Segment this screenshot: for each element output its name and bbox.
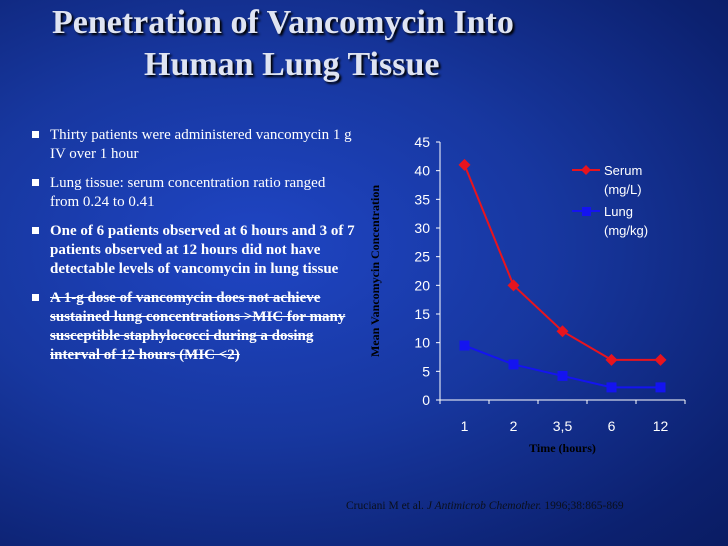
title-line-1: Penetration of Vancomycin Into xyxy=(52,4,514,41)
citation-details: 1996;38:865-869 xyxy=(544,500,624,512)
slide-title: Penetration of Vancomycin Into Human Lun… xyxy=(40,2,640,86)
y-tick-label: 25 xyxy=(414,249,430,265)
legend-square-marker xyxy=(582,207,591,216)
x-tick-label: 1 xyxy=(461,418,469,434)
data-point-lung xyxy=(655,382,666,393)
data-point-serum xyxy=(654,353,667,366)
citation: Cruciani M et al. J Antimicrob Chemother… xyxy=(346,500,716,512)
bullet-square-icon xyxy=(32,131,39,138)
x-tick-label: 2 xyxy=(510,418,518,434)
bullet-square-icon xyxy=(32,179,39,186)
bullet-item-1: Thirty patients were administered vancom… xyxy=(30,126,355,164)
data-point-lung xyxy=(557,370,568,381)
y-tick-label: 5 xyxy=(422,363,430,379)
bullet-item-4: A 1-g dose of vancomycin does not achiev… xyxy=(30,289,355,365)
y-tick-label: 0 xyxy=(422,392,430,408)
data-point-serum xyxy=(458,158,471,171)
data-point-lung xyxy=(606,382,617,393)
bullet-item-3: One of 6 patients observed at 6 hours an… xyxy=(30,222,355,279)
data-point-lung xyxy=(508,359,519,370)
bullet-text: Thirty patients were administered vancom… xyxy=(50,127,352,162)
y-tick-label: 15 xyxy=(414,306,430,322)
legend-label: (mg/L) xyxy=(604,182,642,197)
x-tick-label: 6 xyxy=(608,418,616,434)
y-tick-label: 40 xyxy=(414,163,430,179)
y-tick-label: 35 xyxy=(414,191,430,207)
y-tick-label: 30 xyxy=(414,220,430,236)
legend-diamond-marker xyxy=(581,165,591,175)
citation-journal: J Antimicrob Chemother. xyxy=(426,500,542,512)
data-point-lung xyxy=(459,340,470,351)
y-tick-label: 45 xyxy=(414,134,430,150)
data-point-serum xyxy=(507,279,520,292)
legend-label: (mg/kg) xyxy=(604,223,648,238)
legend-label: Serum xyxy=(604,163,642,178)
bullet-square-icon xyxy=(32,294,39,301)
y-tick-label: 20 xyxy=(414,277,430,293)
x-tick-label: 12 xyxy=(653,418,669,434)
bullet-text: A 1-g dose of vancomycin does not achiev… xyxy=(50,290,346,363)
y-tick-label: 10 xyxy=(414,335,430,351)
bullet-list: Thirty patients were administered vancom… xyxy=(30,126,355,375)
citation-authors: Cruciani M et al. xyxy=(346,500,424,512)
bullet-item-2: Lung tissue: serum concentration ratio r… xyxy=(30,174,355,212)
bullet-text: One of 6 patients observed at 6 hours an… xyxy=(50,223,355,277)
y-axis-title: Mean Vancomycin Concentration xyxy=(368,185,382,357)
x-axis-title: Time (hours) xyxy=(529,441,596,455)
x-tick-label: 3,5 xyxy=(553,418,573,434)
bullet-text: Lung tissue: serum concentration ratio r… xyxy=(50,175,326,210)
legend-label: Lung xyxy=(604,204,633,219)
data-point-serum xyxy=(605,353,618,366)
data-point-serum xyxy=(556,325,569,338)
series-line-lung xyxy=(464,344,661,389)
title-line-2: Human Lung Tissue xyxy=(144,46,440,83)
bullet-square-icon xyxy=(32,227,39,234)
